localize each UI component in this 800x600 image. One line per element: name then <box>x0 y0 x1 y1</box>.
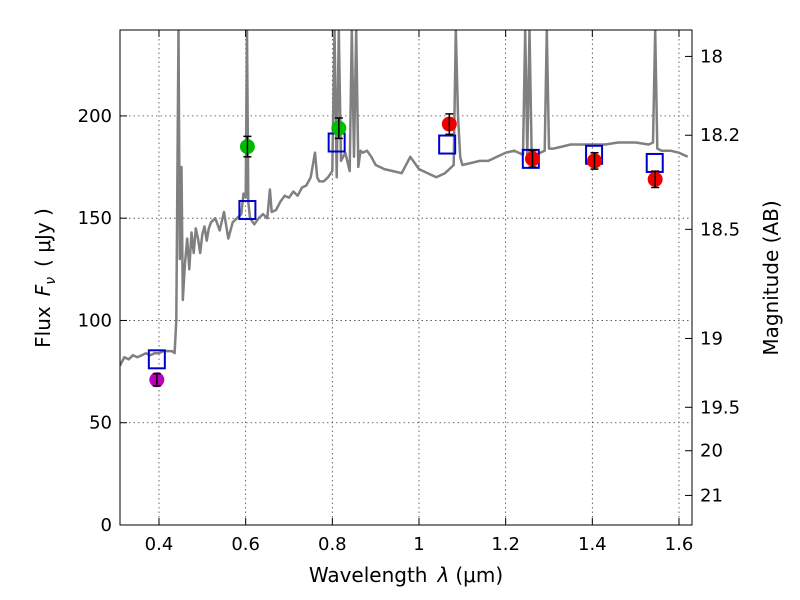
spectrum-line <box>120 30 689 367</box>
y-tick-label: 50 <box>89 413 112 434</box>
mag-tick-label: 18.2 <box>700 125 740 146</box>
mag-tick-label: 18 <box>700 46 723 67</box>
x-tick-label: 1.2 <box>491 534 520 555</box>
x-axis-title: Wavelength λ (μm) <box>309 563 503 587</box>
model-photometry-point <box>238 200 257 220</box>
x-axis-label: Wavelength <box>309 563 428 587</box>
mag-tick-label: 20 <box>700 441 723 462</box>
x-tick-label: 0.8 <box>318 534 347 555</box>
y-tick-label: 150 <box>78 208 112 229</box>
y-tick-label: 0 <box>101 515 112 536</box>
x-tick-label: 1 <box>413 534 424 555</box>
mag-tick-label: 18.5 <box>700 219 740 240</box>
x-tick-label: 0.4 <box>145 534 174 555</box>
y-axis-label: Flux <box>31 306 55 348</box>
y-tick-label: 200 <box>78 106 112 127</box>
mag-tick-label: 19.5 <box>700 397 740 418</box>
axes: 0.4 0.6 0.8 1 1.2 1.4 1.6 0 50 100 150 200 18 18.2 18.… <box>78 30 740 555</box>
x-tick-label: 0.6 <box>231 534 260 555</box>
mag-tick-label: 19 <box>700 328 723 349</box>
model-photometry-point <box>645 152 664 173</box>
grid <box>120 30 692 525</box>
y-axis-unit: ( μJy ) <box>31 208 55 267</box>
x-tick-label: 1.6 <box>665 534 694 555</box>
model-photometry-point <box>147 349 166 370</box>
y-tick-label: 100 <box>78 310 112 331</box>
plot-frame <box>119 29 693 526</box>
y2-axis-title: Magnitude (AB) <box>759 200 783 355</box>
mag-tick-label: 21 <box>700 485 723 506</box>
x-axis-unit: (μm) <box>455 563 503 587</box>
y-axis-symbol: F <box>31 284 55 296</box>
x-axis-symbol: λ <box>437 563 450 587</box>
plot-area <box>120 30 689 388</box>
x-tick-label: 1.4 <box>578 534 607 555</box>
y-axis-subscript: ν <box>43 277 59 285</box>
y-axis-title: Flux Fν ( μJy ) <box>31 208 59 348</box>
model-photometry-point <box>438 134 457 155</box>
